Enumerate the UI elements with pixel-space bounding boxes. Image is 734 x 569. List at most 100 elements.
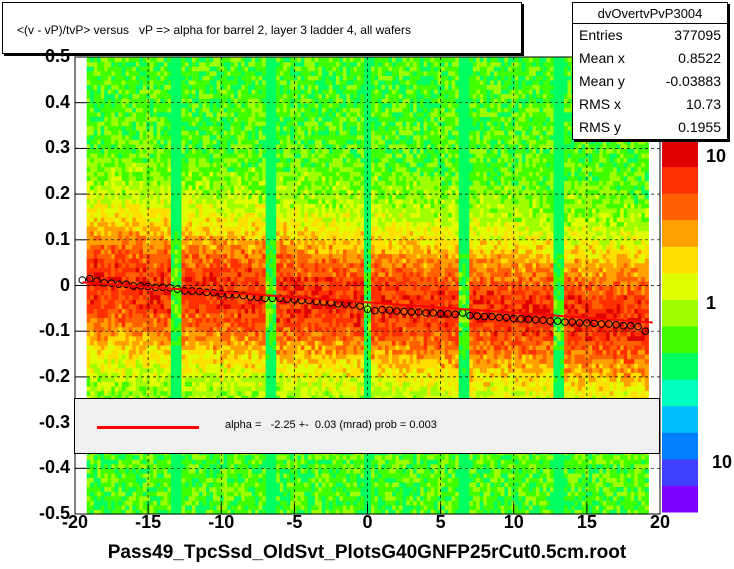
heatmap-cell bbox=[143, 290, 147, 295]
heatmap-cell bbox=[136, 496, 140, 501]
heatmap-cell bbox=[192, 148, 196, 153]
heatmap-cell bbox=[224, 176, 228, 181]
heatmap-cell bbox=[125, 89, 129, 94]
heatmap-cell bbox=[196, 71, 200, 76]
heatmap-cell bbox=[203, 185, 207, 190]
heatmap-cell bbox=[181, 473, 185, 478]
heatmap-cell bbox=[231, 500, 235, 505]
heatmap-cell bbox=[153, 368, 157, 373]
heatmap-cell bbox=[174, 212, 178, 217]
heatmap-cell bbox=[111, 254, 115, 259]
heatmap-cell bbox=[174, 135, 178, 140]
heatmap-cell bbox=[118, 130, 122, 135]
heatmap-cell bbox=[160, 496, 164, 501]
heatmap-cell bbox=[238, 212, 242, 217]
heatmap-cell bbox=[143, 112, 147, 117]
heatmap-cell bbox=[252, 212, 256, 217]
heatmap-cell bbox=[188, 199, 192, 204]
heatmap-cell bbox=[97, 94, 101, 99]
heatmap-cell bbox=[210, 107, 214, 112]
heatmap-cell bbox=[255, 276, 259, 281]
heatmap-cell bbox=[94, 240, 98, 245]
heatmap-cell bbox=[118, 477, 122, 482]
heatmap-cell bbox=[181, 57, 185, 62]
heatmap-cell bbox=[238, 226, 242, 231]
heatmap-cell bbox=[160, 158, 164, 163]
heatmap-cell bbox=[143, 217, 147, 222]
heatmap-cell bbox=[90, 130, 94, 135]
heatmap-cell bbox=[188, 80, 192, 85]
heatmap-cell bbox=[132, 171, 136, 176]
heatmap-cell bbox=[203, 368, 207, 373]
heatmap-cell bbox=[160, 308, 164, 313]
heatmap-cell bbox=[125, 148, 129, 153]
heatmap-cell bbox=[234, 199, 238, 204]
heatmap-cell bbox=[238, 217, 242, 222]
heatmap-cell bbox=[206, 359, 210, 364]
heatmap-cell bbox=[227, 304, 231, 309]
heatmap-cell bbox=[248, 89, 252, 94]
heatmap-cell bbox=[87, 354, 91, 359]
heatmap-cell bbox=[224, 244, 228, 249]
heatmap-cell bbox=[178, 349, 182, 354]
heatmap-cell bbox=[115, 331, 119, 336]
heatmap-cell bbox=[241, 331, 245, 336]
heatmap-cell bbox=[210, 112, 214, 117]
heatmap-cell bbox=[101, 66, 105, 71]
heatmap-cell bbox=[174, 500, 178, 505]
heatmap-cell bbox=[192, 455, 196, 460]
heatmap-cell bbox=[210, 158, 214, 163]
heatmap-cell bbox=[157, 258, 161, 263]
heatmap-cell bbox=[203, 121, 207, 126]
heatmap-cell bbox=[104, 112, 108, 117]
heatmap-cell bbox=[245, 167, 249, 172]
heatmap-cell bbox=[122, 459, 126, 464]
heatmap-cell bbox=[203, 455, 207, 460]
heatmap-cell bbox=[224, 276, 228, 281]
heatmap-cell bbox=[199, 491, 203, 496]
heatmap-cell bbox=[157, 203, 161, 208]
heatmap-cell bbox=[90, 240, 94, 245]
heatmap-cell bbox=[259, 89, 263, 94]
heatmap-cell bbox=[217, 317, 221, 322]
heatmap-cell bbox=[87, 126, 91, 131]
heatmap-cell bbox=[171, 66, 175, 71]
heatmap-cell bbox=[241, 208, 245, 213]
heatmap-cell bbox=[255, 153, 259, 158]
heatmap-cell bbox=[220, 249, 224, 254]
heatmap-cell bbox=[245, 244, 249, 249]
heatmap-cell bbox=[241, 222, 245, 227]
heatmap-cell bbox=[129, 272, 133, 277]
heatmap-cell bbox=[164, 107, 168, 112]
heatmap-cell bbox=[115, 459, 119, 464]
heatmap-cell bbox=[104, 308, 108, 313]
heatmap-cell bbox=[248, 363, 252, 368]
heatmap-cell bbox=[248, 158, 252, 163]
heatmap-cell bbox=[143, 299, 147, 304]
heatmap-cell bbox=[150, 299, 154, 304]
heatmap-cell bbox=[174, 185, 178, 190]
heatmap-cell bbox=[220, 208, 224, 213]
heatmap-cell bbox=[196, 171, 200, 176]
heatmap-cell bbox=[203, 299, 207, 304]
heatmap-cell bbox=[234, 171, 238, 176]
heatmap-cell bbox=[227, 345, 231, 350]
heatmap-cell bbox=[132, 505, 136, 510]
heatmap-cell bbox=[87, 299, 91, 304]
heatmap-cell bbox=[167, 386, 171, 391]
heatmap-cell bbox=[90, 477, 94, 482]
heatmap-cell bbox=[192, 299, 196, 304]
heatmap-cell bbox=[160, 212, 164, 217]
heatmap-cell bbox=[115, 505, 119, 510]
heatmap-cell bbox=[164, 94, 168, 99]
heatmap-cell bbox=[150, 336, 154, 341]
heatmap-cell bbox=[87, 139, 91, 144]
heatmap-cell bbox=[171, 363, 175, 368]
heatmap-cell bbox=[101, 304, 105, 309]
heatmap-cell bbox=[181, 272, 185, 277]
heatmap-cell bbox=[185, 331, 189, 336]
heatmap-cell bbox=[206, 258, 210, 263]
heatmap-cell bbox=[181, 304, 185, 309]
heatmap-cell bbox=[157, 290, 161, 295]
heatmap-cell bbox=[111, 308, 115, 313]
